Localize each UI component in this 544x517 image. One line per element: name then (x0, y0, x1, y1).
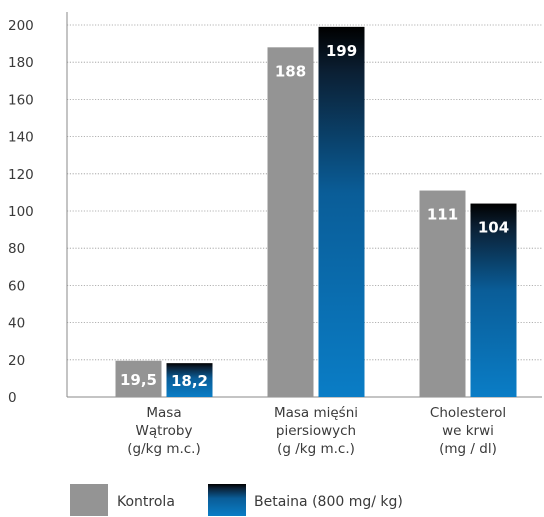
y-tick-label: 20 (8, 353, 25, 369)
data-labels: 19,5 18,2 188 199 111 104 (120, 42, 509, 390)
data-label: 104 (478, 219, 509, 237)
category-label: Wątroby (136, 423, 193, 439)
legend-swatch-betaina (208, 484, 246, 516)
category-label: (g /kg m.c.) (277, 441, 355, 457)
y-tick-label: 180 (8, 55, 34, 71)
category-label: Cholesterol (430, 405, 506, 421)
data-label: 199 (326, 42, 357, 60)
category-label: we krwi (442, 423, 494, 439)
bars (115, 26, 517, 398)
category-label: (g/kg m.c.) (127, 441, 201, 457)
bar-kontrola (115, 360, 162, 397)
category-label: Masa (146, 405, 181, 421)
category-label: (mg / dl) (439, 441, 497, 457)
bar-betaina (470, 203, 517, 397)
data-label: 19,5 (120, 371, 157, 389)
y-tick-label: 40 (8, 316, 25, 332)
y-tick-label: 100 (8, 204, 34, 220)
bar-kontrola (267, 47, 314, 397)
y-tick-label: 60 (8, 278, 25, 294)
y-tick-label: 120 (8, 167, 34, 183)
data-label: 111 (427, 206, 458, 224)
legend: Kontrola Betaina (800 mg/ kg) (70, 484, 403, 516)
data-label: 18,2 (171, 372, 208, 390)
legend-swatch-kontrola (70, 484, 108, 516)
y-tick-label: 160 (8, 92, 34, 108)
legend-label-betaina: Betaina (800 mg/ kg) (254, 494, 403, 510)
y-tick-label: 0 (8, 390, 17, 406)
category-label: piersiowych (276, 423, 356, 439)
bar-betaina (318, 26, 365, 398)
y-tick-label: 80 (8, 241, 25, 257)
legend-label-kontrola: Kontrola (117, 494, 175, 510)
data-label: 188 (275, 62, 306, 80)
y-tick-label: 140 (8, 130, 34, 146)
y-tick-label: 200 (8, 18, 34, 34)
category-labels: Masa Wątroby (g/kg m.c.) Masa mięśni piersio… (127, 405, 506, 457)
bar-betaina (166, 363, 213, 397)
axes: 0 20 40 60 80 100 120 140 160 180 200 (8, 12, 542, 406)
bar-kontrola (419, 190, 466, 397)
category-label: Masa mięśni (274, 405, 358, 421)
